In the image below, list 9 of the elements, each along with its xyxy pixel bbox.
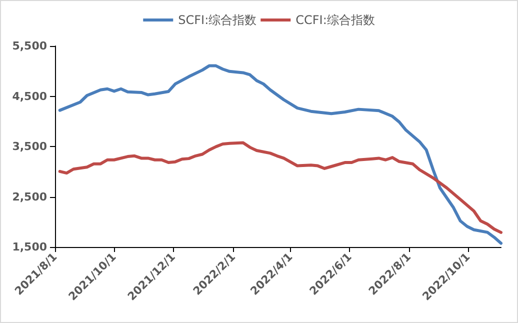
- y-tick-label: 1,500: [12, 240, 48, 254]
- line-series: [58, 64, 502, 245]
- legend-label: SCFI:综合指数: [178, 13, 257, 27]
- line-series: [58, 141, 502, 234]
- y-tick-label: 2,500: [12, 190, 48, 204]
- y-tick-label: 5,500: [12, 40, 48, 52]
- legend-label: CCFI:综合指数: [296, 13, 375, 27]
- y-tick-label: 3,500: [12, 140, 48, 153]
- y-tick-label: 4,500: [12, 90, 48, 103]
